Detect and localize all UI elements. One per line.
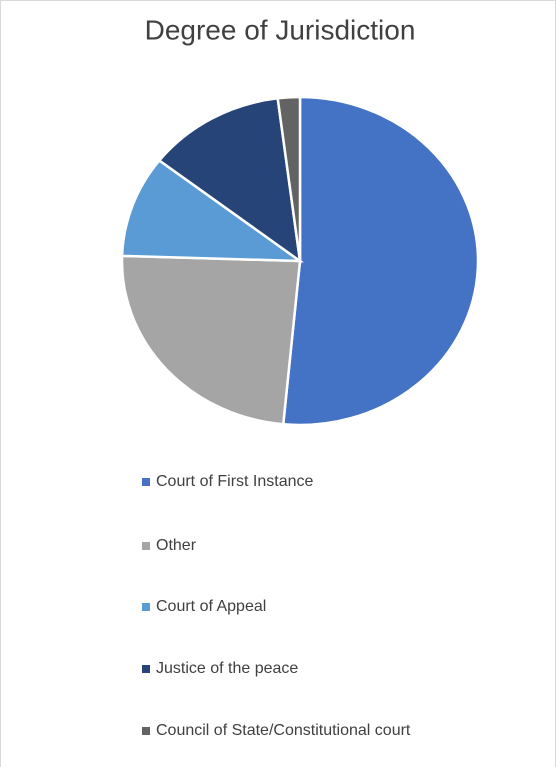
legend-item: Council of State/Constitutional court [140, 719, 440, 742]
legend-swatch [142, 478, 150, 486]
chart-title: Degree of Jurisdiction [145, 14, 416, 45]
legend-label: Council of State/Constitutional court [156, 722, 411, 739]
legend-label: Court of Appeal [156, 598, 267, 615]
legend-swatch [142, 665, 150, 673]
legend-swatch [142, 542, 150, 550]
legend-swatch [142, 603, 150, 611]
legend-item: Court of Appeal [140, 595, 440, 618]
pie-slice [120, 158, 305, 263]
pie-slice [120, 254, 302, 426]
legend-label: Justice of the peace [156, 660, 299, 677]
legend-item: Other [140, 534, 440, 557]
pie-slice [281, 95, 480, 427]
legend-label: Other [156, 537, 197, 554]
legend-label: Court of First Instance [156, 473, 314, 490]
legend-swatch [142, 727, 150, 735]
legend-item: Court of First Instance [140, 470, 440, 493]
legend-item: Justice of the peace [140, 657, 440, 680]
pie-slice [157, 96, 302, 264]
pie-slice [276, 95, 302, 262]
